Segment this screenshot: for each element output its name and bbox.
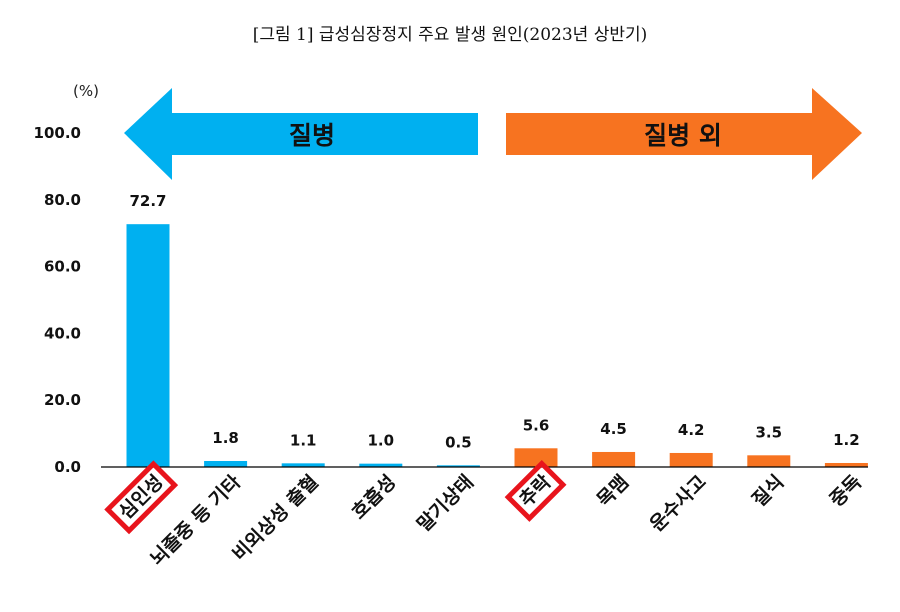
bar-중독 bbox=[824, 462, 868, 467]
category-label: 질식 bbox=[748, 471, 788, 511]
category-label: 중독 bbox=[826, 471, 866, 511]
value-label: 4.2 bbox=[678, 421, 705, 439]
bar-말기상태 bbox=[436, 465, 480, 467]
chart-title: [그림 1] 급성심장정지 주요 발생 원인(2023년 상반기) bbox=[253, 25, 648, 45]
value-label: 5.6 bbox=[523, 416, 550, 434]
bar-운수사고 bbox=[669, 452, 713, 467]
bar-비외상성 출혈 bbox=[281, 463, 325, 467]
category-label: 운수사고 bbox=[646, 471, 711, 536]
bar-질식 bbox=[747, 455, 791, 467]
y-tick-label: 20.0 bbox=[44, 391, 81, 409]
y-tick-label: 40.0 bbox=[44, 324, 81, 342]
highlight-box bbox=[504, 460, 567, 522]
value-label: 1.1 bbox=[290, 431, 317, 449]
value-label: 72.7 bbox=[129, 192, 166, 210]
value-label: 1.8 bbox=[212, 429, 239, 447]
category-label: 말기상태 bbox=[413, 471, 478, 536]
value-label: 0.5 bbox=[445, 433, 472, 451]
value-label: 3.5 bbox=[756, 423, 783, 441]
non-disease-arrow bbox=[506, 88, 862, 180]
y-tick-label: 80.0 bbox=[44, 191, 81, 209]
bar-추락 bbox=[514, 448, 558, 467]
y-tick-label: 100.0 bbox=[34, 124, 81, 142]
value-label: 4.5 bbox=[600, 420, 627, 438]
disease-arrow-label: 질병 bbox=[289, 121, 335, 150]
group-arrows: 질병 질병 외 bbox=[124, 88, 862, 180]
category-label: 추락 bbox=[515, 471, 556, 512]
highlight-box bbox=[104, 460, 179, 535]
bar-뇌졸중 등 기타 bbox=[204, 460, 248, 467]
value-label: 1.2 bbox=[833, 431, 860, 449]
value-labels: 72.7 1.8 1.1 1.0 0.5 5.6 4.5 4.2 3.5 1.2 bbox=[129, 192, 859, 451]
bar-목맴 bbox=[592, 451, 636, 467]
value-label: 1.0 bbox=[368, 432, 395, 450]
non-disease-arrow-label: 질병 외 bbox=[644, 121, 722, 150]
y-axis-unit: (%) bbox=[73, 82, 99, 100]
disease-arrow bbox=[124, 88, 478, 180]
y-tick-label: 0.0 bbox=[54, 458, 81, 476]
category-label: 목맴 bbox=[593, 471, 633, 511]
y-axis-ticks: 0.0 20.0 40.0 60.0 80.0 100.0 bbox=[34, 124, 81, 476]
bar-심인성 bbox=[126, 224, 170, 467]
bar-호흡성 bbox=[359, 463, 403, 467]
category-label: 호흡성 bbox=[347, 470, 400, 523]
y-tick-label: 60.0 bbox=[44, 258, 81, 276]
bars bbox=[126, 224, 868, 467]
highlight-boxes bbox=[104, 460, 567, 535]
